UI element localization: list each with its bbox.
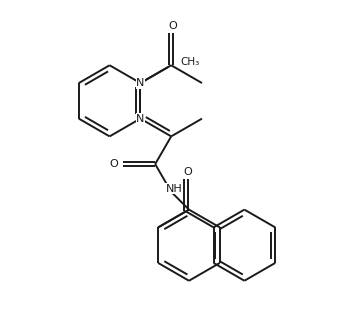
Text: O: O	[183, 167, 192, 177]
Text: N: N	[136, 78, 144, 88]
Text: CH₃: CH₃	[180, 57, 200, 67]
Text: N: N	[136, 114, 144, 124]
Text: O: O	[169, 21, 178, 31]
Text: NH: NH	[166, 184, 183, 194]
Text: O: O	[110, 159, 118, 169]
